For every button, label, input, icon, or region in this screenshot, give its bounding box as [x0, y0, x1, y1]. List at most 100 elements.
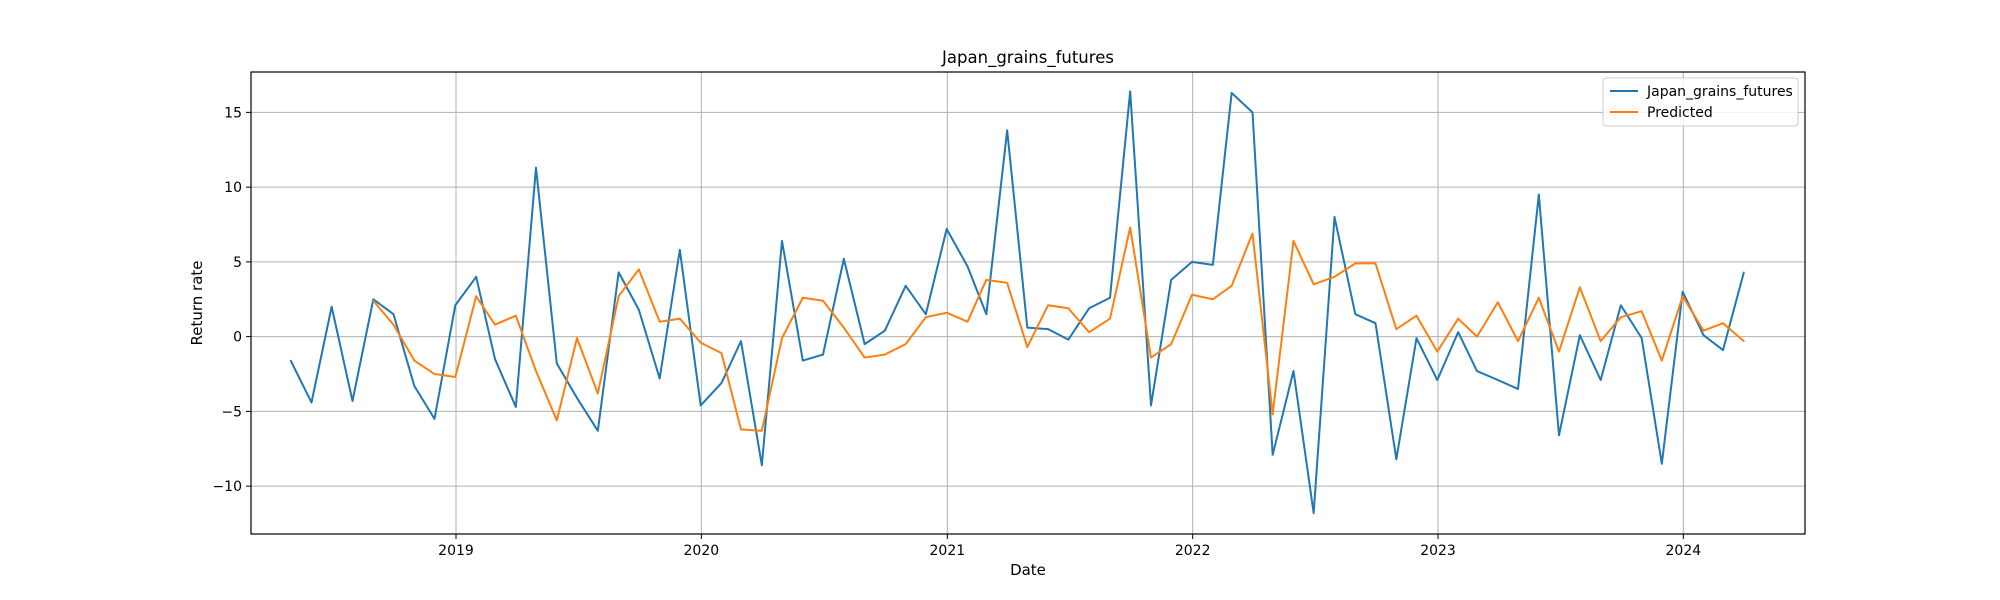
data-point-series-0 — [925, 313, 927, 316]
data-point-series-0 — [1599, 379, 1602, 381]
data-point-series-0 — [843, 258, 845, 260]
data-point-series-1 — [781, 337, 783, 339]
series-layer — [289, 90, 1745, 515]
data-point-series-1 — [1681, 295, 1684, 298]
data-point-series-0 — [638, 308, 640, 311]
data-point-series-0 — [1251, 111, 1254, 114]
data-point-series-1 — [1497, 301, 1499, 304]
data-point-series-1 — [720, 352, 723, 354]
data-point-series-0 — [330, 305, 333, 308]
data-point-series-1 — [597, 392, 599, 395]
data-point-series-0 — [392, 313, 395, 316]
data-point-series-1 — [556, 419, 558, 422]
data-point-series-0 — [535, 166, 537, 169]
data-point-series-1 — [1150, 356, 1152, 359]
data-point-series-1 — [1292, 240, 1295, 242]
data-point-series-1 — [1333, 276, 1336, 278]
legend: Japan_grains_futures Predicted — [1602, 77, 1799, 127]
data-point-series-1 — [1457, 317, 1459, 320]
data-point-series-1 — [1436, 350, 1439, 353]
data-point-series-1 — [679, 317, 681, 320]
data-point-series-0 — [515, 406, 517, 408]
data-point-series-1 — [761, 430, 763, 432]
data-point-series-0 — [781, 240, 783, 242]
data-point-series-0 — [761, 464, 763, 467]
plot-frame — [250, 71, 1806, 535]
series-line-1 — [372, 226, 1745, 432]
data-point-series-0 — [1476, 370, 1478, 372]
grid-layer — [251, 72, 1805, 534]
data-point-series-1 — [863, 356, 866, 359]
data-point-series-1 — [454, 376, 457, 378]
data-point-series-0 — [1129, 90, 1131, 93]
data-point-series-1 — [884, 353, 886, 356]
data-point-series-1 — [1558, 350, 1560, 353]
data-point-series-0 — [1374, 322, 1377, 324]
data-point-series-1 — [843, 326, 845, 329]
data-point-series-0 — [863, 343, 866, 345]
data-point-series-0 — [1191, 261, 1193, 263]
data-point-series-1 — [1620, 316, 1622, 319]
data-point-series-1 — [475, 295, 477, 298]
data-point-series-0 — [310, 401, 313, 404]
data-point-series-1 — [1722, 322, 1724, 324]
data-point-series-0 — [884, 329, 886, 332]
chart-title: Japan_grains_futures — [941, 48, 1114, 68]
data-point-series-0 — [658, 377, 661, 380]
data-point-series-0 — [1436, 379, 1439, 381]
data-point-series-0 — [1150, 404, 1152, 407]
data-point-series-0 — [1271, 453, 1274, 456]
data-point-series-1 — [1517, 340, 1519, 342]
data-point-series-0 — [966, 265, 969, 268]
data-point-series-0 — [1620, 304, 1622, 307]
data-point-series-0 — [1333, 216, 1336, 218]
data-point-series-1 — [904, 343, 907, 345]
data-point-series-0 — [1702, 334, 1705, 336]
data-point-series-1 — [1129, 226, 1131, 229]
data-point-series-0 — [985, 313, 988, 316]
y-tick-label: 5 — [233, 255, 242, 271]
x-tick-label: 2020 — [684, 543, 720, 559]
data-point-series-0 — [1517, 388, 1519, 390]
data-point-series-0 — [1109, 296, 1111, 299]
data-point-series-0 — [597, 430, 599, 432]
data-point-series-0 — [454, 304, 457, 307]
data-point-series-1 — [1579, 286, 1581, 289]
data-point-series-0 — [351, 400, 354, 402]
data-point-series-0 — [740, 340, 742, 342]
y-axis-label: Return rate — [188, 260, 206, 345]
data-point-series-0 — [1230, 92, 1233, 94]
data-point-series-0 — [372, 298, 375, 301]
data-point-series-1 — [392, 323, 395, 326]
data-point-series-1 — [433, 373, 436, 375]
data-point-series-1 — [1271, 413, 1274, 416]
series-line-0 — [289, 90, 1745, 515]
legend-label-series-1: Predicted — [1647, 105, 1713, 121]
data-point-series-1 — [372, 299, 375, 302]
data-point-series-1 — [966, 320, 969, 323]
data-point-series-0 — [802, 359, 804, 362]
data-point-series-0 — [1640, 337, 1643, 339]
data-point-series-0 — [679, 249, 681, 251]
data-point-series-0 — [1026, 326, 1029, 329]
data-point-series-1 — [413, 359, 416, 362]
x-axis-label: Date — [1010, 561, 1046, 579]
data-point-series-1 — [1067, 307, 1070, 310]
data-point-series-0 — [1722, 349, 1724, 351]
data-point-series-1 — [1230, 285, 1233, 287]
data-point-series-1 — [1191, 293, 1193, 296]
data-point-series-1 — [1251, 232, 1254, 235]
data-point-series-1 — [740, 428, 742, 431]
data-point-series-0 — [1170, 279, 1172, 281]
data-point-series-1 — [1415, 314, 1418, 317]
data-point-series-1 — [658, 320, 661, 323]
data-point-series-1 — [535, 370, 537, 372]
data-point-series-0 — [1006, 129, 1008, 132]
data-point-series-0 — [1088, 307, 1090, 310]
y-tick-label: −10 — [212, 479, 242, 495]
data-point-series-1 — [494, 323, 496, 326]
data-point-series-1 — [1476, 335, 1478, 338]
y-tick-label: −5 — [221, 404, 242, 420]
data-point-series-1 — [1006, 282, 1008, 284]
